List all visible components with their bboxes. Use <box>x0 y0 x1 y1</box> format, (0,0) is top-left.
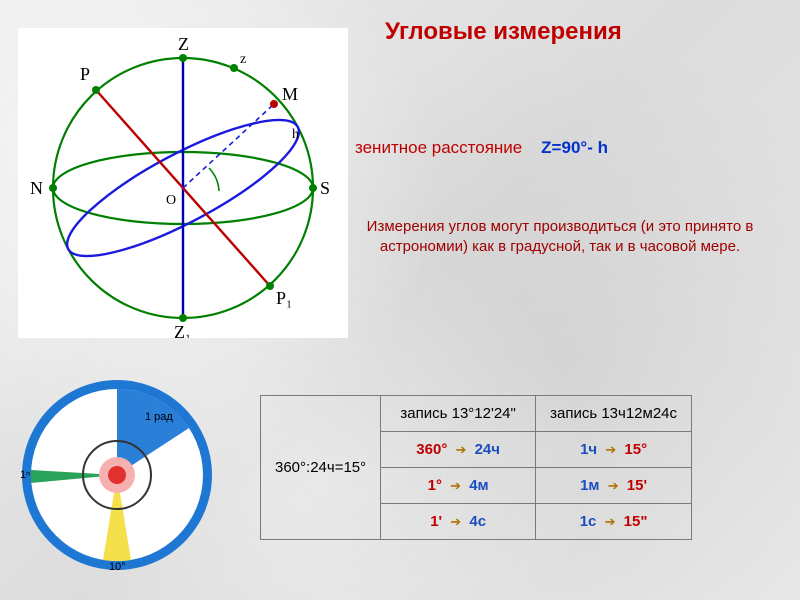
val-a: 1' <box>430 513 442 530</box>
point-z-bot <box>179 314 187 322</box>
label-z: Z <box>178 34 189 54</box>
conversion-table: 360°:24ч=15° запись 13°12'24" запись 13ч… <box>260 395 692 540</box>
arrow-icon: ➔ <box>452 442 471 457</box>
val-b: 4м <box>469 477 488 494</box>
cell-text: запись 13°12'24" <box>400 405 515 422</box>
cell: 1° ➔ 4м <box>381 468 536 504</box>
point-z-small <box>230 64 238 72</box>
radius-to-m <box>183 104 274 188</box>
label-z-small: z <box>240 52 246 67</box>
label-1sec: 1ⁿ <box>20 469 30 481</box>
val-a: 1с <box>580 513 597 530</box>
cell: запись 13°12'24" <box>381 396 536 432</box>
label-10deg: 10° <box>109 561 126 573</box>
arrow-icon: ➔ <box>601 442 620 457</box>
cell-text: запись 13ч12м24с <box>550 405 677 422</box>
val-a: 1м <box>580 477 599 494</box>
val-a: 1ч <box>580 441 597 458</box>
sphere-svg: Z Z₁ z P P₁ N S M h O <box>18 28 348 338</box>
point-z-top <box>179 54 187 62</box>
arrow-icon: ➔ <box>604 478 623 493</box>
val-a: 1° <box>428 477 442 494</box>
cell: 360° ➔ 24ч <box>381 432 536 468</box>
label-o: O <box>166 193 176 208</box>
label-p1: P₁ <box>276 288 292 308</box>
rowspan-cell: 360°:24ч=15° <box>261 396 381 540</box>
point-n <box>49 184 57 192</box>
arrow-icon: ➔ <box>601 514 620 529</box>
sun-core <box>108 466 126 484</box>
point-p1 <box>266 282 274 290</box>
cell: 1с ➔ 15" <box>536 504 692 540</box>
cell: запись 13ч12м24с <box>536 396 692 432</box>
label-z1: Z₁ <box>174 322 191 338</box>
page-title: Угловые измерения <box>385 18 622 46</box>
cell: 1ч ➔ 15° <box>536 432 692 468</box>
val-b: 15" <box>624 513 648 530</box>
angle-arc <box>209 168 219 191</box>
label-m: M <box>282 84 298 104</box>
arrow-icon: ➔ <box>446 514 465 529</box>
val-b: 4с <box>469 513 486 530</box>
label-p: P <box>80 64 90 84</box>
radian-svg: 1 рад 10° 1ⁿ <box>0 370 235 590</box>
val-a: 360° <box>416 441 447 458</box>
radian-diagram: 1 рад 10° 1ⁿ <box>0 370 235 590</box>
celestial-sphere-diagram: Z Z₁ z P P₁ N S M h O <box>18 28 348 338</box>
val-b: 15' <box>627 477 647 494</box>
val-b: 24ч <box>475 441 500 458</box>
formula-line: зенитное расстояние Z=90°- h <box>355 138 608 158</box>
label-h: h <box>292 127 299 142</box>
rowspan-text: 360°:24ч=15° <box>275 459 366 476</box>
formula-label: зенитное расстояние <box>355 138 522 157</box>
label-n: N <box>30 178 43 198</box>
description-paragraph: Измерения углов могут производиться (и э… <box>350 217 770 258</box>
point-s <box>309 184 317 192</box>
label-1rad: 1 рад <box>145 411 173 423</box>
point-p <box>92 86 100 94</box>
arrow-icon: ➔ <box>446 478 465 493</box>
formula-expression: Z=90°- h <box>541 138 608 157</box>
val-b: 15° <box>624 441 647 458</box>
label-s: S <box>320 178 330 198</box>
point-m <box>270 100 278 108</box>
cell: 1' ➔ 4с <box>381 504 536 540</box>
cell: 1м ➔ 15' <box>536 468 692 504</box>
table-row: 360°:24ч=15° запись 13°12'24" запись 13ч… <box>261 396 692 432</box>
